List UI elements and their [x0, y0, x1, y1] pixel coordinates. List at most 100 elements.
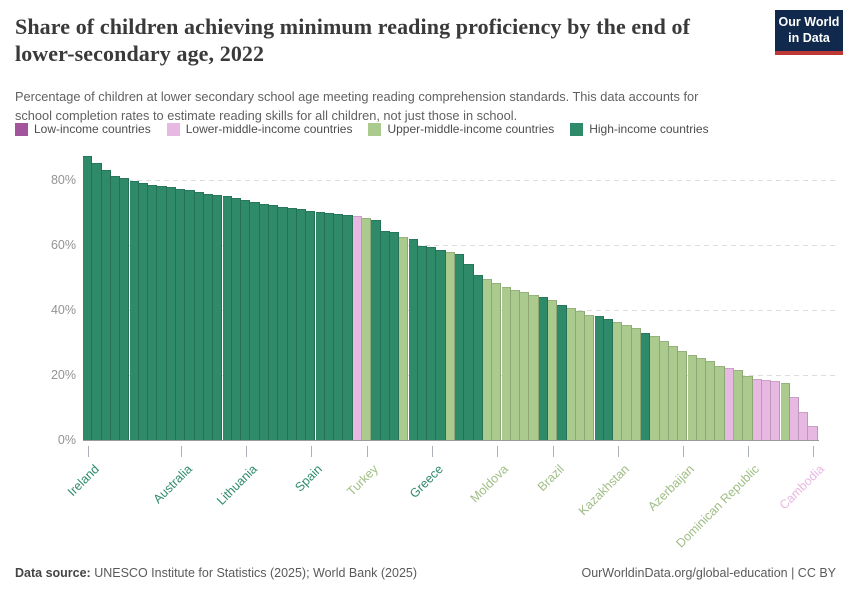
bar[interactable]: [269, 205, 279, 440]
bar[interactable]: [157, 186, 167, 440]
bar-azerbaijan[interactable]: [678, 351, 688, 440]
bar-greece[interactable]: [427, 246, 437, 440]
bar[interactable]: [585, 314, 595, 440]
bar[interactable]: [650, 336, 660, 440]
bar-turkey[interactable]: [362, 217, 372, 440]
bar[interactable]: [734, 370, 744, 440]
x-axis-label-brazil[interactable]: Brazil: [534, 462, 567, 495]
bar[interactable]: [464, 263, 474, 440]
bar[interactable]: [315, 211, 325, 440]
bar[interactable]: [352, 216, 362, 440]
bar-kazakhstan[interactable]: [613, 322, 623, 440]
bar[interactable]: [687, 354, 697, 440]
bar-moldova[interactable]: [492, 282, 502, 440]
bar[interactable]: [343, 214, 353, 440]
owid-link[interactable]: OurWorldinData.org/global-education | CC…: [581, 566, 836, 580]
bar[interactable]: [380, 231, 390, 440]
owid-logo[interactable]: Our World in Data: [775, 10, 843, 55]
bar[interactable]: [631, 327, 641, 440]
x-axis-label-ireland[interactable]: Ireland: [64, 462, 102, 499]
bar[interactable]: [529, 294, 539, 440]
bar[interactable]: [324, 212, 335, 440]
bar-lithuania[interactable]: [241, 199, 251, 440]
bar[interactable]: [389, 232, 400, 440]
legend-item-high-income-countries[interactable]: High-income countries: [570, 122, 709, 136]
bar[interactable]: [213, 194, 223, 440]
bar[interactable]: [538, 297, 548, 440]
bar[interactable]: [110, 176, 121, 440]
bar[interactable]: [129, 180, 139, 440]
x-axis-label-spain[interactable]: Spain: [292, 462, 325, 495]
bar[interactable]: [166, 187, 176, 440]
bar[interactable]: [455, 254, 465, 440]
bar[interactable]: [231, 197, 242, 440]
x-axis-label-cambodia[interactable]: Cambodia: [776, 462, 827, 513]
bar[interactable]: [482, 279, 493, 440]
bar[interactable]: [799, 412, 809, 440]
x-axis-label-moldova[interactable]: Moldova: [467, 462, 511, 506]
bar[interactable]: [92, 162, 102, 440]
x-axis-label-greece[interactable]: Greece: [406, 462, 446, 501]
bar[interactable]: [101, 170, 111, 440]
bar[interactable]: [399, 236, 409, 440]
bar[interactable]: [296, 209, 307, 440]
bar[interactable]: [575, 311, 586, 440]
bar-australia[interactable]: [176, 188, 186, 440]
bar[interactable]: [510, 289, 521, 440]
bar[interactable]: [408, 238, 418, 440]
bar[interactable]: [259, 204, 269, 440]
bar[interactable]: [724, 367, 734, 440]
bar[interactable]: [250, 202, 260, 440]
bar[interactable]: [138, 182, 149, 440]
bar[interactable]: [752, 378, 762, 440]
bar[interactable]: [120, 178, 130, 440]
legend-item-upper-middle-income-countries[interactable]: Upper-middle-income countries: [368, 122, 554, 136]
bar[interactable]: [417, 245, 428, 440]
x-axis-label-australia[interactable]: Australia: [150, 462, 195, 507]
bar[interactable]: [780, 382, 790, 440]
bar[interactable]: [501, 287, 511, 440]
legend-item-lower-middle-income-countries[interactable]: Lower-middle-income countries: [166, 122, 352, 136]
bar[interactable]: [659, 341, 669, 440]
bar[interactable]: [566, 307, 576, 440]
x-axis-label-azerbaijan[interactable]: Azerbaijan: [645, 462, 697, 514]
bar[interactable]: [334, 213, 344, 440]
bar-ireland[interactable]: [83, 156, 93, 440]
bar[interactable]: [761, 379, 772, 440]
bar[interactable]: [203, 193, 214, 440]
bar[interactable]: [185, 190, 195, 440]
x-axis-label-lithuania[interactable]: Lithuania: [213, 462, 260, 508]
x-axis-tick: [310, 446, 312, 457]
bar[interactable]: [371, 219, 381, 440]
bar[interactable]: [194, 192, 204, 440]
x-axis-label-turkey[interactable]: Turkey: [343, 462, 381, 499]
legend-item-low-income-countries[interactable]: Low-income countries: [15, 122, 151, 136]
bar[interactable]: [622, 324, 632, 440]
x-axis-label-kazakhstan[interactable]: Kazakhstan: [575, 462, 632, 519]
subtitle-line-1: Percentage of children at lower secondar…: [15, 89, 699, 104]
bar[interactable]: [789, 396, 800, 440]
bar[interactable]: [706, 361, 716, 440]
bar[interactable]: [287, 207, 297, 440]
bar-dominican-republic[interactable]: [743, 376, 753, 440]
bar[interactable]: [603, 318, 614, 440]
bar-spain[interactable]: [306, 210, 316, 440]
bar[interactable]: [641, 333, 651, 440]
bar[interactable]: [520, 292, 530, 440]
x-axis-tick: [496, 446, 498, 457]
bar[interactable]: [696, 357, 707, 440]
x-axis-tick: [245, 446, 247, 457]
bar[interactable]: [557, 305, 567, 440]
bar[interactable]: [222, 196, 232, 440]
bar[interactable]: [436, 249, 446, 440]
bar[interactable]: [668, 346, 679, 440]
bar[interactable]: [148, 185, 158, 440]
bar[interactable]: [278, 206, 288, 440]
bar[interactable]: [715, 366, 725, 440]
bar[interactable]: [771, 380, 781, 440]
bar[interactable]: [594, 316, 604, 440]
bar-brazil[interactable]: [548, 300, 558, 440]
bar[interactable]: [473, 274, 483, 440]
bar-cambodia[interactable]: [808, 425, 818, 440]
bar[interactable]: [445, 251, 455, 440]
